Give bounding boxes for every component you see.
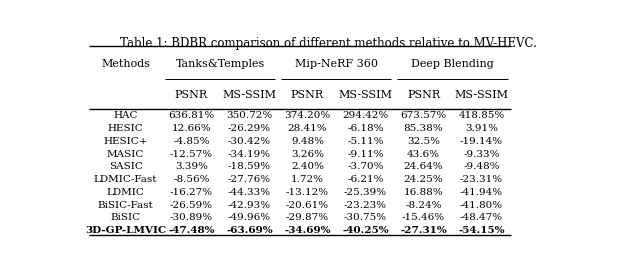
Text: Table 1: BDBR comparison of different methods relative to MV-HEVC.: Table 1: BDBR comparison of different me… <box>120 37 536 50</box>
Text: -18.59%: -18.59% <box>228 162 271 171</box>
Text: Deep Blending: Deep Blending <box>411 59 494 69</box>
Text: -9.11%: -9.11% <box>347 150 384 159</box>
Text: 350.72%: 350.72% <box>227 111 273 120</box>
Text: -34.69%: -34.69% <box>284 226 331 235</box>
Text: 43.6%: 43.6% <box>407 150 440 159</box>
Text: -47.48%: -47.48% <box>168 226 214 235</box>
Text: -5.11%: -5.11% <box>347 137 384 146</box>
Text: Methods: Methods <box>101 59 150 69</box>
Text: -8.24%: -8.24% <box>405 201 442 210</box>
Text: 3.91%: 3.91% <box>465 124 498 133</box>
Text: -30.42%: -30.42% <box>228 137 271 146</box>
Text: 24.25%: 24.25% <box>404 175 444 184</box>
Text: 3D-GP-LMVIC: 3D-GP-LMVIC <box>85 226 166 235</box>
Text: -30.75%: -30.75% <box>344 213 387 222</box>
Text: -16.27%: -16.27% <box>170 188 213 197</box>
Text: -42.93%: -42.93% <box>228 201 271 210</box>
Text: -6.18%: -6.18% <box>347 124 384 133</box>
Text: MS-SSIM: MS-SSIM <box>222 90 276 100</box>
Text: 294.42%: 294.42% <box>342 111 388 120</box>
Text: -27.76%: -27.76% <box>228 175 271 184</box>
Text: MS-SSIM: MS-SSIM <box>339 90 392 100</box>
Text: -3.70%: -3.70% <box>347 162 384 171</box>
Text: -41.80%: -41.80% <box>460 201 503 210</box>
Text: LDMIC-Fast: LDMIC-Fast <box>94 175 157 184</box>
Text: PSNR: PSNR <box>175 90 208 100</box>
Text: -29.87%: -29.87% <box>286 213 329 222</box>
Text: 12.66%: 12.66% <box>172 124 211 133</box>
Text: HESIC+: HESIC+ <box>104 137 148 146</box>
Text: 28.41%: 28.41% <box>287 124 327 133</box>
Text: -44.33%: -44.33% <box>228 188 271 197</box>
Text: -34.19%: -34.19% <box>228 150 271 159</box>
Text: 32.5%: 32.5% <box>407 137 440 146</box>
Text: PSNR: PSNR <box>407 90 440 100</box>
Text: -6.21%: -6.21% <box>347 175 384 184</box>
Text: -19.14%: -19.14% <box>460 137 503 146</box>
Text: 673.57%: 673.57% <box>401 111 447 120</box>
Text: -49.96%: -49.96% <box>228 213 271 222</box>
Text: -23.31%: -23.31% <box>460 175 503 184</box>
Text: -20.61%: -20.61% <box>286 201 329 210</box>
Text: 3.39%: 3.39% <box>175 162 208 171</box>
Text: 16.88%: 16.88% <box>404 188 444 197</box>
Text: 3.26%: 3.26% <box>291 150 324 159</box>
Text: 418.85%: 418.85% <box>458 111 504 120</box>
Text: MASIC: MASIC <box>107 150 144 159</box>
Text: 9.48%: 9.48% <box>291 137 324 146</box>
Text: -23.23%: -23.23% <box>344 201 387 210</box>
Text: -25.39%: -25.39% <box>344 188 387 197</box>
Text: BiSIC-Fast: BiSIC-Fast <box>98 201 154 210</box>
Text: 85.38%: 85.38% <box>404 124 444 133</box>
Text: -15.46%: -15.46% <box>402 213 445 222</box>
Text: -9.33%: -9.33% <box>463 150 500 159</box>
Text: -40.25%: -40.25% <box>342 226 388 235</box>
Text: -48.47%: -48.47% <box>460 213 503 222</box>
Text: -26.29%: -26.29% <box>228 124 271 133</box>
Text: -30.89%: -30.89% <box>170 213 213 222</box>
Text: -63.69%: -63.69% <box>226 226 273 235</box>
Text: -12.57%: -12.57% <box>170 150 213 159</box>
Text: -9.48%: -9.48% <box>463 162 500 171</box>
Text: -41.94%: -41.94% <box>460 188 503 197</box>
Text: MS-SSIM: MS-SSIM <box>454 90 509 100</box>
Text: -8.56%: -8.56% <box>173 175 210 184</box>
Text: PSNR: PSNR <box>291 90 324 100</box>
Text: 24.64%: 24.64% <box>404 162 444 171</box>
Text: BiSIC: BiSIC <box>111 213 141 222</box>
Text: -13.12%: -13.12% <box>286 188 329 197</box>
Text: -4.85%: -4.85% <box>173 137 210 146</box>
Text: -26.59%: -26.59% <box>170 201 213 210</box>
Text: LDMIC: LDMIC <box>107 188 145 197</box>
Text: Mip-NeRF 360: Mip-NeRF 360 <box>295 59 378 69</box>
Text: 2.40%: 2.40% <box>291 162 324 171</box>
Text: HESIC: HESIC <box>108 124 143 133</box>
Text: 636.81%: 636.81% <box>168 111 214 120</box>
Text: -27.31%: -27.31% <box>400 226 447 235</box>
Text: 374.20%: 374.20% <box>284 111 330 120</box>
Text: Tanks&Temples: Tanks&Temples <box>176 59 265 69</box>
Text: HAC: HAC <box>113 111 138 120</box>
Text: 1.72%: 1.72% <box>291 175 324 184</box>
Text: SASIC: SASIC <box>109 162 143 171</box>
Text: -54.15%: -54.15% <box>458 226 505 235</box>
